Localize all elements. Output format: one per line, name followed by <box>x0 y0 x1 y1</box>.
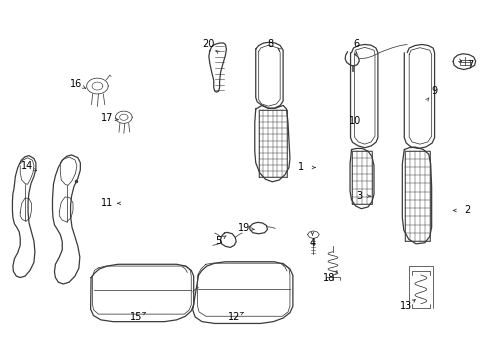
Text: 1: 1 <box>298 162 304 172</box>
Text: 9: 9 <box>432 86 438 96</box>
Text: 12: 12 <box>228 312 241 322</box>
Text: 18: 18 <box>323 273 335 283</box>
Text: 14: 14 <box>22 161 34 171</box>
Text: 16: 16 <box>70 79 82 89</box>
Text: 17: 17 <box>101 113 113 123</box>
Text: 8: 8 <box>268 39 273 49</box>
Text: 15: 15 <box>130 312 143 322</box>
Text: 10: 10 <box>349 116 362 126</box>
Text: 4: 4 <box>309 238 316 248</box>
Text: 3: 3 <box>357 191 363 201</box>
Text: 20: 20 <box>202 40 215 49</box>
Text: 11: 11 <box>101 198 113 208</box>
Text: 5: 5 <box>215 236 221 246</box>
Text: 19: 19 <box>238 224 250 233</box>
Text: 2: 2 <box>464 206 470 216</box>
Text: 13: 13 <box>400 301 413 311</box>
Text: 6: 6 <box>353 40 360 49</box>
Text: 7: 7 <box>467 60 474 70</box>
